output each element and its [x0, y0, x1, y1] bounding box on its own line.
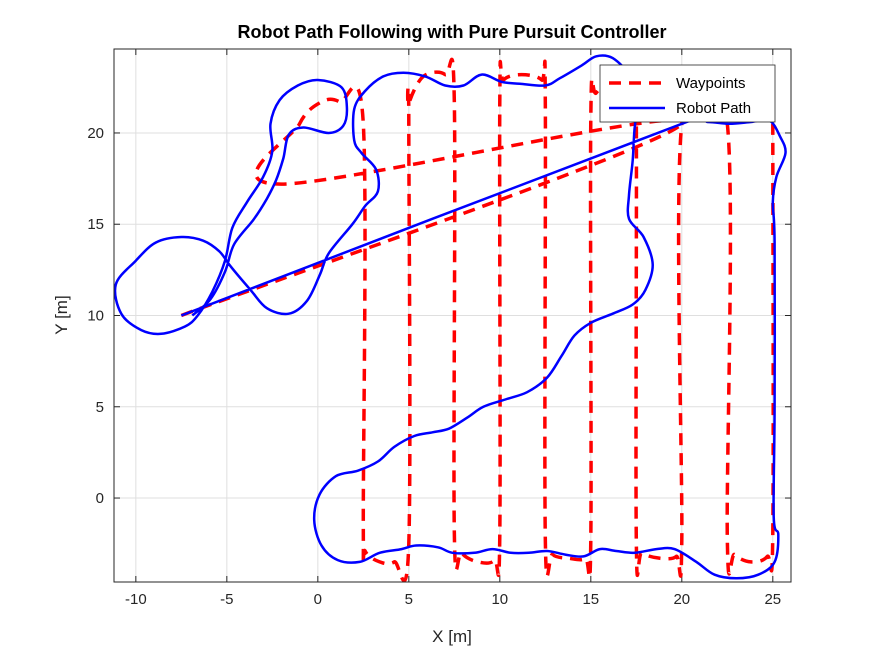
chart-title: Robot Path Following with Pure Pursuit C… — [238, 22, 667, 42]
x-tick-label: 0 — [314, 591, 322, 608]
x-axis-label: X [m] — [432, 627, 472, 646]
series-line-robot-path — [114, 54, 787, 580]
x-tick-label: 5 — [405, 591, 413, 608]
y-tick-label: 15 — [87, 216, 104, 233]
series-group — [114, 54, 787, 582]
legend-waypoints-label: Waypoints — [676, 75, 745, 92]
x-tick-label: 15 — [582, 591, 599, 608]
legend: Waypoints Robot Path — [599, 64, 776, 123]
x-tick-label: 10 — [491, 591, 508, 608]
x-tick-label: -10 — [125, 591, 147, 608]
y-tick-label: 5 — [96, 399, 104, 416]
axes-box — [113, 48, 792, 583]
x-tick-label: 25 — [764, 591, 781, 608]
x-axis-ticks: -10 -5 0 5 10 15 20 25 — [125, 49, 781, 608]
legend-robot-path-label: Robot Path — [676, 100, 751, 117]
y-axis-ticks: 0 5 10 15 20 — [87, 125, 791, 507]
y-tick-label: 0 — [96, 490, 104, 507]
x-tick-label: 20 — [673, 591, 690, 608]
y-tick-label: 10 — [87, 308, 104, 325]
legend-box — [599, 64, 776, 123]
y-tick-label: 20 — [87, 125, 104, 142]
y-axis-label: Y [m] — [52, 295, 71, 334]
x-tick-label: -5 — [220, 591, 233, 608]
